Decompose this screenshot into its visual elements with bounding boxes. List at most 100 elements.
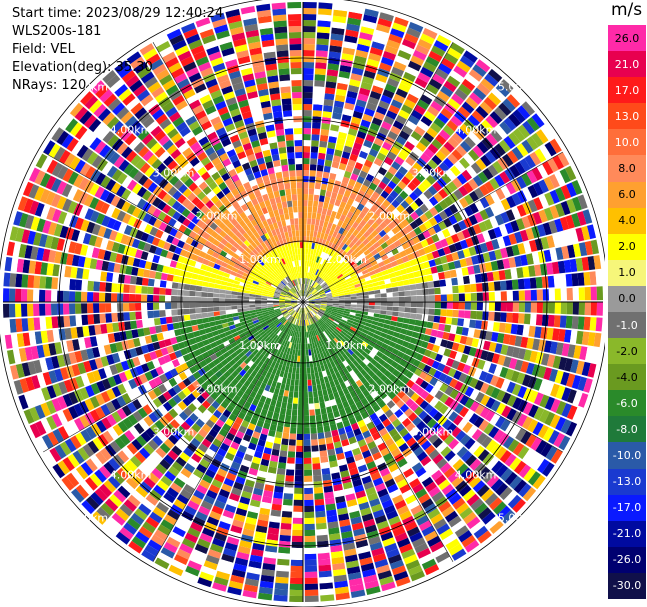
velocity-gate xyxy=(215,570,230,581)
velocity-gate xyxy=(247,277,254,283)
velocity-gate xyxy=(552,328,560,341)
velocity-gate xyxy=(368,256,376,263)
velocity-gate xyxy=(520,336,529,348)
velocity-gate xyxy=(315,219,320,226)
velocity-gate xyxy=(379,265,387,272)
velocity-gate xyxy=(9,226,19,241)
velocity-gate xyxy=(587,332,596,347)
velocity-gate xyxy=(494,249,503,260)
velocity-gate xyxy=(243,302,250,306)
velocity-gate xyxy=(153,318,161,326)
velocity-gate xyxy=(131,266,139,276)
velocity-gate xyxy=(237,545,251,555)
velocity-gate xyxy=(303,355,307,362)
velocity-gate xyxy=(246,395,254,404)
velocity-gate xyxy=(147,539,162,552)
velocity-gate xyxy=(189,365,198,374)
velocity-gate xyxy=(393,570,409,581)
velocity-gate xyxy=(499,486,513,501)
velocity-gate xyxy=(335,282,342,288)
velocity-gate xyxy=(57,316,65,328)
velocity-gate xyxy=(323,363,329,371)
velocity-gate xyxy=(329,340,335,348)
velocity-gate xyxy=(344,102,355,111)
velocity-gate xyxy=(315,276,320,282)
velocity-gate xyxy=(494,214,505,226)
velocity-gate xyxy=(275,400,282,408)
velocity-gate xyxy=(315,62,327,70)
velocity-gate xyxy=(107,475,121,489)
velocity-gate xyxy=(214,532,227,542)
velocity-gate xyxy=(343,542,356,551)
velocity-gate xyxy=(105,303,112,313)
velocity-gate xyxy=(291,300,297,302)
velocity-gate xyxy=(109,252,118,263)
velocity-gate xyxy=(122,417,134,429)
velocity-gate xyxy=(410,570,425,582)
velocity-gate xyxy=(354,105,365,114)
velocity-gate xyxy=(468,149,480,162)
velocity-gate xyxy=(161,427,172,438)
velocity-gate xyxy=(318,288,324,293)
velocity-gate xyxy=(486,351,495,362)
velocity-gate xyxy=(593,332,602,348)
velocity-gate xyxy=(2,288,10,302)
velocity-gate xyxy=(216,274,223,281)
velocity-gate xyxy=(386,548,400,559)
velocity-gate xyxy=(399,345,408,354)
velocity-gate xyxy=(209,510,222,521)
velocity-gate xyxy=(130,320,138,330)
velocity-gate xyxy=(185,565,200,577)
velocity-gate xyxy=(318,564,332,572)
velocity-gate xyxy=(374,233,382,242)
velocity-gate xyxy=(372,35,387,45)
velocity-gate xyxy=(223,326,231,333)
velocity-gate xyxy=(402,125,413,136)
velocity-gate xyxy=(295,306,300,312)
velocity-gate xyxy=(320,456,329,463)
velocity-gate xyxy=(336,421,344,430)
velocity-gate xyxy=(443,157,454,169)
velocity-gate xyxy=(310,288,315,293)
velocity-gate xyxy=(326,515,338,523)
velocity-gate xyxy=(318,8,332,16)
velocity-gate xyxy=(249,291,256,295)
velocity-gate xyxy=(509,164,521,178)
velocity-gate xyxy=(352,200,360,209)
velocity-gate xyxy=(388,255,396,263)
velocity-gate xyxy=(544,396,556,411)
velocity-gate xyxy=(318,257,323,264)
velocity-gate xyxy=(479,407,491,419)
velocity-gate xyxy=(103,479,117,493)
velocity-gate xyxy=(308,318,312,325)
velocity-gate xyxy=(370,471,382,481)
velocity-gate xyxy=(422,230,431,239)
velocity-gate xyxy=(291,303,298,307)
velocity-gate xyxy=(316,328,321,334)
velocity-gate xyxy=(344,323,352,329)
velocity-gate xyxy=(180,488,192,500)
velocity-gate xyxy=(304,266,307,273)
velocity-gate xyxy=(165,288,172,296)
velocity-gate xyxy=(490,387,501,399)
velocity-gate xyxy=(294,306,299,311)
velocity-gate xyxy=(57,460,70,475)
velocity-gate xyxy=(363,70,376,79)
velocity-gate xyxy=(366,234,374,242)
velocity-gate xyxy=(270,361,277,368)
velocity-gate xyxy=(257,470,267,479)
velocity-gate xyxy=(89,183,100,196)
velocity-gate xyxy=(311,310,316,316)
velocity-gate xyxy=(255,297,262,300)
velocity-gate xyxy=(107,262,115,272)
velocity-gate xyxy=(56,238,65,251)
velocity-gate xyxy=(185,326,193,334)
velocity-gate xyxy=(314,372,320,379)
velocity-gate xyxy=(178,515,192,527)
velocity-gate xyxy=(410,373,419,383)
velocity-gate xyxy=(267,294,274,298)
velocity-gate xyxy=(308,296,314,300)
velocity-gate xyxy=(390,99,403,109)
velocity-gate xyxy=(294,312,299,319)
velocity-gate xyxy=(366,154,376,163)
